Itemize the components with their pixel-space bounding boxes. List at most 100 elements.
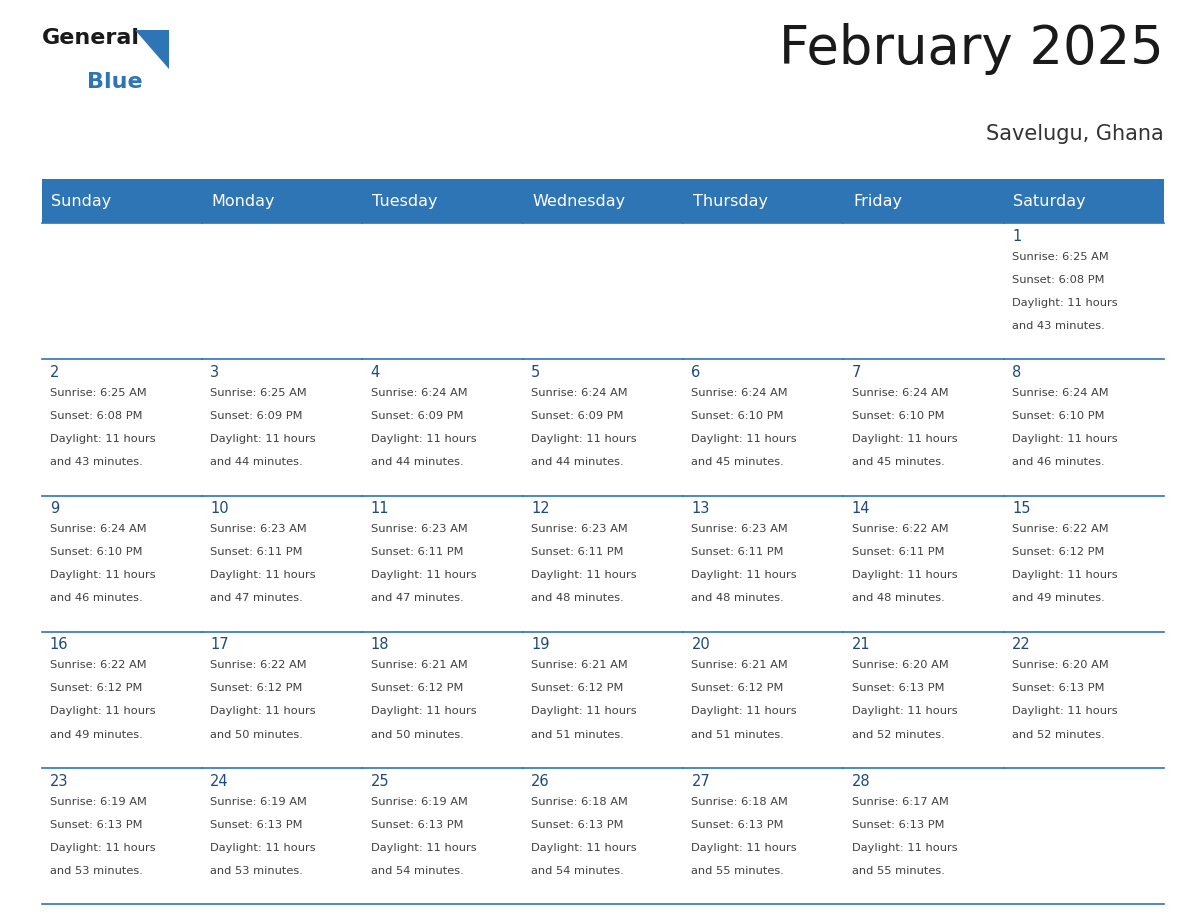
Text: Sunset: 6:10 PM: Sunset: 6:10 PM [691,411,784,421]
Text: and 44 minutes.: and 44 minutes. [531,457,624,467]
Text: Sunrise: 6:22 AM: Sunrise: 6:22 AM [210,660,307,670]
Bar [42,359,202,496]
Bar [843,768,1004,904]
Text: Sunset: 6:11 PM: Sunset: 6:11 PM [852,547,944,557]
Text: Friday: Friday [853,194,902,208]
Text: and 52 minutes.: and 52 minutes. [1012,730,1105,740]
Text: and 44 minutes.: and 44 minutes. [371,457,463,467]
Text: Sunrise: 6:22 AM: Sunrise: 6:22 AM [50,660,146,670]
Text: 1: 1 [1012,229,1022,243]
Text: Daylight: 11 hours: Daylight: 11 hours [371,707,476,716]
Text: Daylight: 11 hours: Daylight: 11 hours [691,434,797,444]
Bar [1004,768,1164,904]
Bar [202,632,362,768]
Text: Sunset: 6:12 PM: Sunset: 6:12 PM [371,683,463,693]
Text: and 44 minutes.: and 44 minutes. [210,457,303,467]
Text: Sunset: 6:13 PM: Sunset: 6:13 PM [210,820,303,830]
Text: and 45 minutes.: and 45 minutes. [852,457,944,467]
Text: February 2025: February 2025 [779,23,1164,75]
Bar [202,179,362,223]
Bar [1004,496,1164,632]
Bar [362,223,523,359]
Text: and 46 minutes.: and 46 minutes. [1012,457,1105,467]
Text: Daylight: 11 hours: Daylight: 11 hours [210,570,316,580]
Text: General: General [42,28,139,48]
Text: 25: 25 [371,774,390,789]
Text: Sunset: 6:10 PM: Sunset: 6:10 PM [1012,411,1105,421]
Text: 6: 6 [691,364,701,380]
Text: and 48 minutes.: and 48 minutes. [852,593,944,603]
Text: 19: 19 [531,637,550,653]
Bar [202,496,362,632]
Text: Daylight: 11 hours: Daylight: 11 hours [852,707,958,716]
Text: Daylight: 11 hours: Daylight: 11 hours [691,570,797,580]
Text: Daylight: 11 hours: Daylight: 11 hours [50,707,156,716]
Text: Sunrise: 6:24 AM: Sunrise: 6:24 AM [852,388,948,397]
Text: Daylight: 11 hours: Daylight: 11 hours [852,843,958,853]
Text: Monday: Monday [211,194,274,208]
Text: Daylight: 11 hours: Daylight: 11 hours [1012,570,1118,580]
Text: Daylight: 11 hours: Daylight: 11 hours [1012,707,1118,716]
Text: Sunrise: 6:23 AM: Sunrise: 6:23 AM [531,524,627,534]
Text: Sunrise: 6:25 AM: Sunrise: 6:25 AM [210,388,307,397]
Text: Daylight: 11 hours: Daylight: 11 hours [852,434,958,444]
Text: Daylight: 11 hours: Daylight: 11 hours [691,707,797,716]
Bar [202,359,362,496]
Bar [523,359,683,496]
Text: 8: 8 [1012,364,1022,380]
Text: Sunset: 6:09 PM: Sunset: 6:09 PM [371,411,463,421]
Bar [42,632,202,768]
Text: Daylight: 11 hours: Daylight: 11 hours [210,843,316,853]
Text: 14: 14 [852,501,871,516]
Bar [683,179,843,223]
Text: Savelugu, Ghana: Savelugu, Ghana [986,124,1164,144]
Bar [523,632,683,768]
Text: Sunset: 6:09 PM: Sunset: 6:09 PM [531,411,624,421]
Text: 3: 3 [210,364,220,380]
Text: and 53 minutes.: and 53 minutes. [210,866,303,876]
Text: Sunset: 6:08 PM: Sunset: 6:08 PM [50,411,143,421]
Text: Sunrise: 6:21 AM: Sunrise: 6:21 AM [531,660,627,670]
Text: 12: 12 [531,501,550,516]
Text: and 48 minutes.: and 48 minutes. [531,593,624,603]
Text: Sunrise: 6:18 AM: Sunrise: 6:18 AM [531,797,628,807]
Text: Sunset: 6:12 PM: Sunset: 6:12 PM [531,683,624,693]
Bar [1004,632,1164,768]
Text: 16: 16 [50,637,69,653]
Bar [523,768,683,904]
Text: Daylight: 11 hours: Daylight: 11 hours [852,570,958,580]
Text: 11: 11 [371,501,390,516]
Text: Sunrise: 6:22 AM: Sunrise: 6:22 AM [852,524,948,534]
Text: Sunrise: 6:17 AM: Sunrise: 6:17 AM [852,797,949,807]
Text: Sunrise: 6:24 AM: Sunrise: 6:24 AM [1012,388,1108,397]
Text: Sunrise: 6:18 AM: Sunrise: 6:18 AM [691,797,789,807]
Text: 22: 22 [1012,637,1031,653]
Text: Daylight: 11 hours: Daylight: 11 hours [691,843,797,853]
Bar [683,768,843,904]
Bar [42,768,202,904]
Text: Sunset: 6:10 PM: Sunset: 6:10 PM [852,411,944,421]
Bar [42,223,202,359]
Text: Sunrise: 6:23 AM: Sunrise: 6:23 AM [691,524,788,534]
Text: Sunday: Sunday [51,194,112,208]
Text: Sunrise: 6:23 AM: Sunrise: 6:23 AM [371,524,467,534]
Bar [683,632,843,768]
Text: Sunrise: 6:24 AM: Sunrise: 6:24 AM [531,388,627,397]
Text: Sunrise: 6:20 AM: Sunrise: 6:20 AM [1012,660,1108,670]
Text: and 50 minutes.: and 50 minutes. [210,730,303,740]
Bar [843,179,1004,223]
Text: Sunset: 6:12 PM: Sunset: 6:12 PM [50,683,143,693]
Text: Sunset: 6:13 PM: Sunset: 6:13 PM [852,820,944,830]
Text: and 53 minutes.: and 53 minutes. [50,866,143,876]
Bar [683,496,843,632]
Text: 21: 21 [852,637,871,653]
Text: Sunset: 6:11 PM: Sunset: 6:11 PM [371,547,463,557]
Text: 17: 17 [210,637,229,653]
Text: Wednesday: Wednesday [532,194,625,208]
Text: 28: 28 [852,774,871,789]
Bar [42,496,202,632]
Text: and 55 minutes.: and 55 minutes. [852,866,944,876]
Text: 7: 7 [852,364,861,380]
Text: and 49 minutes.: and 49 minutes. [1012,593,1105,603]
Text: Daylight: 11 hours: Daylight: 11 hours [210,434,316,444]
